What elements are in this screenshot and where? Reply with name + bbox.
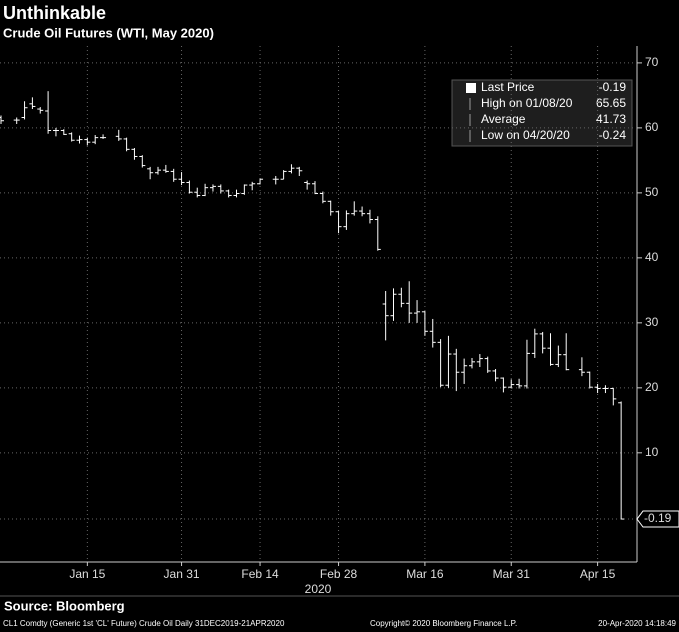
legend-value: -0.24 — [599, 128, 627, 142]
y-tick-label: 60 — [645, 120, 659, 134]
source: Source: Bloomberg — [4, 598, 125, 613]
y-tick-label: 10 — [645, 445, 659, 459]
x-tick-label: Mar 16 — [406, 567, 444, 581]
last-price-label: -0.19 — [644, 511, 672, 525]
legend: Last Price -0.19 High on 01/08/20 65.65 Aver… — [451, 79, 633, 147]
x-tick-label: Apr 15 — [580, 567, 616, 581]
x-tick-label: Feb 14 — [241, 567, 279, 581]
legend-label: High on 01/08/20 — [481, 96, 573, 110]
x-tick-label: Jan 15 — [69, 567, 105, 581]
y-tick-label: 50 — [645, 185, 659, 199]
x-tick-label: Jan 31 — [164, 567, 200, 581]
legend-value: 65.65 — [596, 96, 626, 110]
legend-label: Average — [481, 112, 526, 126]
y-tick-label: 40 — [645, 250, 659, 264]
x-axis-label: 2020 — [305, 582, 332, 596]
footer-mid: Copyright© 2020 Bloomberg Finance L.P. — [370, 619, 517, 628]
legend-box — [451, 79, 633, 147]
legend-label: Last Price — [481, 80, 535, 94]
legend-value: -0.19 — [599, 80, 627, 94]
footer-left: CL1 Comdty (Generic 1st 'CL' Future) Cru… — [3, 619, 285, 628]
y-tick-label: 70 — [645, 55, 659, 69]
x-tick-label: Feb 28 — [320, 567, 358, 581]
legend-value: 41.73 — [596, 112, 626, 126]
legend-label: Low on 04/20/20 — [481, 128, 570, 142]
last-price-tag — [636, 510, 679, 528]
chart-subtitle: Crude Oil Futures (WTI, May 2020) — [3, 25, 214, 40]
footer-right: 20-Apr-2020 14:18:49 — [598, 619, 676, 628]
x-tick-label: Mar 31 — [493, 567, 531, 581]
y-tick-label: 20 — [645, 380, 659, 394]
y-tick-label: 30 — [645, 315, 659, 329]
chart-title: Unthinkable — [3, 3, 106, 23]
legend-swatch — [466, 83, 476, 93]
